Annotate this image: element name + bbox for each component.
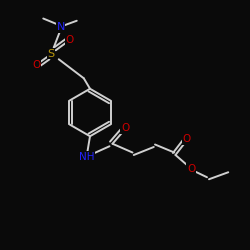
Text: O: O bbox=[32, 60, 40, 70]
Text: NH: NH bbox=[78, 152, 94, 162]
Text: N: N bbox=[56, 22, 65, 32]
Text: S: S bbox=[48, 49, 55, 59]
Text: O: O bbox=[187, 164, 195, 174]
Text: O: O bbox=[65, 35, 73, 45]
Text: O: O bbox=[121, 123, 129, 133]
Text: O: O bbox=[182, 134, 191, 144]
